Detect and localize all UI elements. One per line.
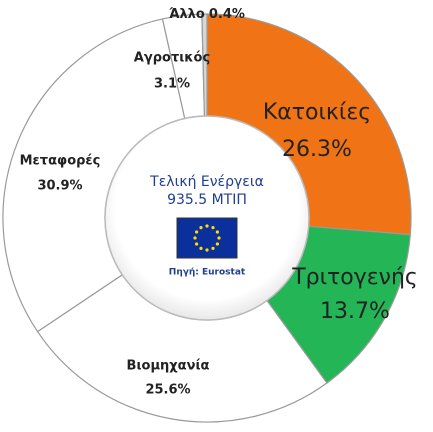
flag-star xyxy=(199,246,203,250)
flag-star xyxy=(211,226,215,230)
flag-star xyxy=(211,246,215,250)
flag-star xyxy=(195,242,199,246)
value-label: 25.6% xyxy=(145,383,190,398)
flag-star xyxy=(205,224,209,228)
slice-label: Κατοικίες xyxy=(263,100,371,125)
slice-label: Βιομηχανία xyxy=(127,359,210,374)
slice-label: Τριτογενής xyxy=(291,265,418,290)
value-label: 3.1% xyxy=(154,77,190,92)
slices xyxy=(2,13,412,423)
slice-label: Αγροτικός xyxy=(134,51,210,66)
value-label: 13.7% xyxy=(320,299,390,324)
value-label: 0.4% xyxy=(209,7,245,22)
flag-star xyxy=(215,242,219,246)
source-note: Πηγή: Eurostat xyxy=(169,268,246,278)
slice-label: Μεταφορές xyxy=(20,154,101,169)
value-label: 30.9% xyxy=(37,179,82,194)
flag-star xyxy=(215,230,219,234)
eu-flag xyxy=(176,217,238,259)
center-title: Τελική Ενέργεια xyxy=(149,174,264,190)
value-label: 26.3% xyxy=(282,137,352,162)
flag-star xyxy=(199,226,203,230)
flag-star xyxy=(205,248,209,252)
flag-star xyxy=(193,236,197,240)
flag-star xyxy=(195,230,199,234)
slice-label: Άλλο 0.4% xyxy=(169,7,245,22)
center-subtitle: 935.5 ΜΤΙΠ xyxy=(167,192,247,208)
flag-star xyxy=(217,236,221,240)
category-name: Άλλο xyxy=(169,7,205,22)
